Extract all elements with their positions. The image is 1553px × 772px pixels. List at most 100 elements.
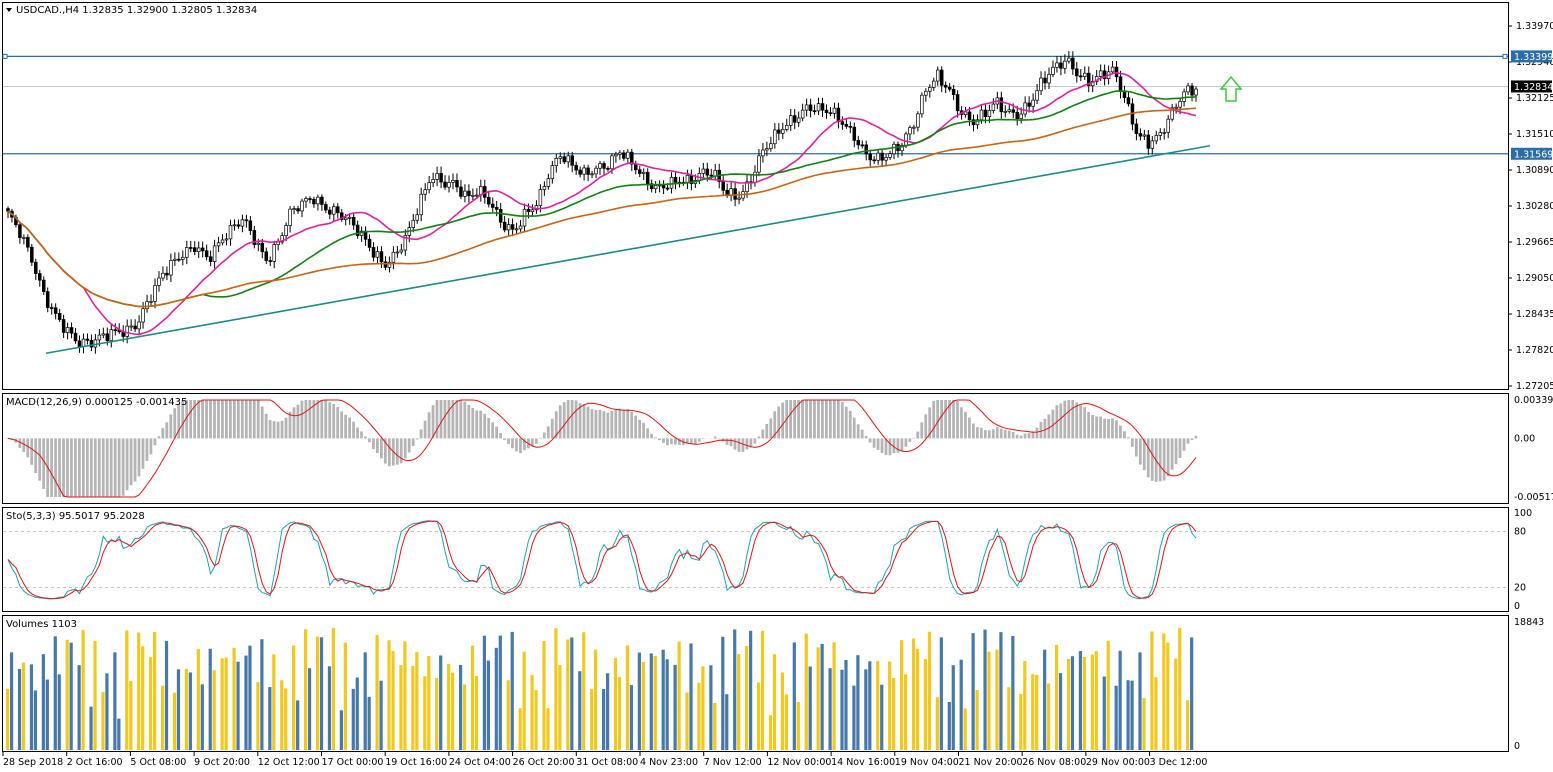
candle <box>272 244 276 262</box>
macd-bar <box>912 437 916 439</box>
macd-bar <box>952 400 955 439</box>
time-axis-label: 21 Nov 20:00 <box>959 757 1023 768</box>
candle <box>1086 72 1091 87</box>
symbol-menu-icon[interactable] <box>6 8 12 12</box>
candle <box>804 104 809 111</box>
volume-bar <box>458 664 463 750</box>
candle <box>1118 76 1123 92</box>
macd-bar <box>89 438 93 497</box>
stoch-axis-label: 0 <box>1514 601 1520 612</box>
candle <box>61 319 66 333</box>
macd-pane[interactable] <box>2 393 1509 504</box>
candle <box>880 152 884 161</box>
volume-bar <box>939 637 943 750</box>
macd-bar <box>240 400 244 439</box>
macd-bar <box>54 438 57 497</box>
macd-bar <box>737 438 741 452</box>
candle <box>471 195 475 197</box>
volume-bar <box>852 685 856 750</box>
macd-axis-label: 0.003392 <box>1514 395 1553 406</box>
macd-bar <box>920 422 924 439</box>
macd-bar <box>209 400 212 439</box>
candle <box>109 329 114 341</box>
volume-bar <box>1166 642 1170 750</box>
volume-bar <box>963 708 967 750</box>
volume-bar <box>709 665 713 750</box>
macd-bar <box>602 411 606 439</box>
volume-bar <box>673 664 677 750</box>
candle <box>1114 66 1119 78</box>
candle <box>1146 134 1151 149</box>
candle <box>343 217 348 220</box>
macd-bar <box>972 423 975 439</box>
volume-bar <box>415 651 419 750</box>
macd-bar <box>197 400 200 439</box>
trendline[interactable] <box>45 144 1211 355</box>
volume-bar <box>1150 631 1154 750</box>
macd-bar <box>232 400 236 439</box>
volume-bar <box>629 685 634 750</box>
line-handle[interactable] <box>2 53 8 59</box>
macd-bar <box>1150 438 1154 481</box>
macd-bar <box>74 438 77 497</box>
volume-bar <box>868 661 872 750</box>
volume-bar <box>141 646 145 750</box>
candle <box>641 171 646 174</box>
volume-bar <box>164 640 169 750</box>
candle <box>129 325 133 328</box>
candle <box>57 313 62 320</box>
candle <box>920 94 924 115</box>
candle <box>280 235 284 243</box>
macd-bar <box>1091 414 1094 439</box>
macd-bar <box>765 423 769 439</box>
macd-bar <box>50 438 53 497</box>
candle <box>77 340 82 347</box>
stoch-pane[interactable] <box>2 507 1509 612</box>
macd-bar <box>1015 434 1019 439</box>
macd-bar <box>979 427 983 439</box>
volume-bar <box>296 700 300 750</box>
candle <box>149 301 153 303</box>
volume-bar <box>661 649 665 750</box>
volume-bar <box>510 631 514 750</box>
candle <box>781 129 785 134</box>
macd-bar <box>225 400 228 439</box>
volume-bar <box>1054 644 1059 750</box>
macd-bar <box>761 429 765 439</box>
candle <box>991 103 996 111</box>
volumes-pane[interactable] <box>2 615 1509 752</box>
candle <box>113 329 118 332</box>
candle <box>288 208 292 226</box>
line-handle[interactable] <box>1502 53 1508 59</box>
volume-bar <box>745 646 749 750</box>
resistance-tag-box <box>1511 50 1552 63</box>
candle <box>81 338 86 347</box>
macd-bar <box>960 407 963 439</box>
candle <box>558 156 563 159</box>
stoch-axis-label: 80 <box>1514 527 1526 538</box>
macd-bar <box>201 400 204 439</box>
volume-bar <box>81 630 85 750</box>
macd-bar <box>499 432 502 439</box>
macd-bar <box>181 400 185 439</box>
candle <box>1190 85 1194 96</box>
macd-bar <box>352 421 355 439</box>
volume-bar <box>57 674 61 750</box>
macd-bar <box>1170 438 1174 470</box>
candle <box>1031 99 1035 107</box>
macd-bar <box>1035 427 1039 439</box>
candle <box>983 109 988 117</box>
macd-bar <box>809 400 812 439</box>
main-pane[interactable] <box>2 2 1509 390</box>
volume-bar <box>339 710 343 750</box>
volume-bar <box>176 669 181 750</box>
candle <box>268 260 272 262</box>
macd-bar <box>805 400 808 439</box>
volume-bar <box>113 652 117 750</box>
macd-bar <box>924 414 928 439</box>
macd-bar <box>1023 433 1027 439</box>
candle <box>165 272 169 276</box>
candle <box>244 219 249 222</box>
candle <box>395 251 400 254</box>
